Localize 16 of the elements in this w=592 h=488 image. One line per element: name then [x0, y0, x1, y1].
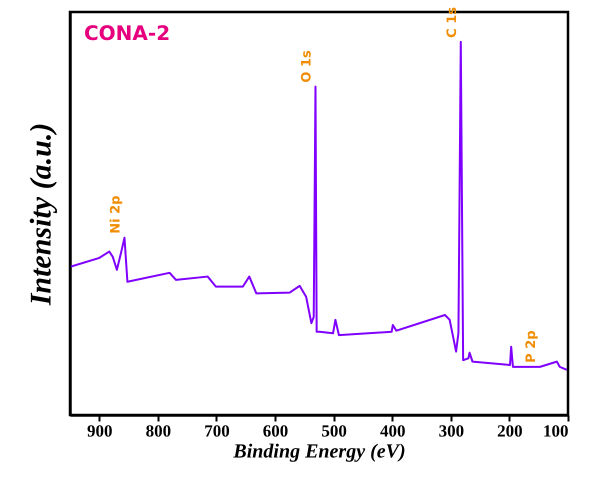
x-tick-label: 300	[438, 422, 464, 440]
annotation: Ni 2p	[108, 196, 124, 234]
x-tick-label: 800	[146, 422, 172, 440]
chart-title: CONA-2	[84, 21, 170, 45]
x-tick-label: 700	[204, 422, 230, 440]
y-axis-title: Intensity (a.u.)	[24, 122, 58, 306]
x-tick-label: 400	[380, 422, 406, 440]
annotation: P 2p	[524, 330, 539, 363]
x-tick-label: 900	[87, 422, 113, 440]
annotation: O 1s	[299, 50, 314, 83]
x-tick-label: 500	[321, 422, 347, 440]
x-tick-label: 200	[497, 422, 523, 440]
x-axis-title: Binding Energy (eV)	[232, 440, 406, 462]
x-tick-label: 100	[543, 422, 568, 440]
x-tick-label: 600	[262, 422, 288, 440]
annotation: C 1s	[444, 6, 460, 38]
